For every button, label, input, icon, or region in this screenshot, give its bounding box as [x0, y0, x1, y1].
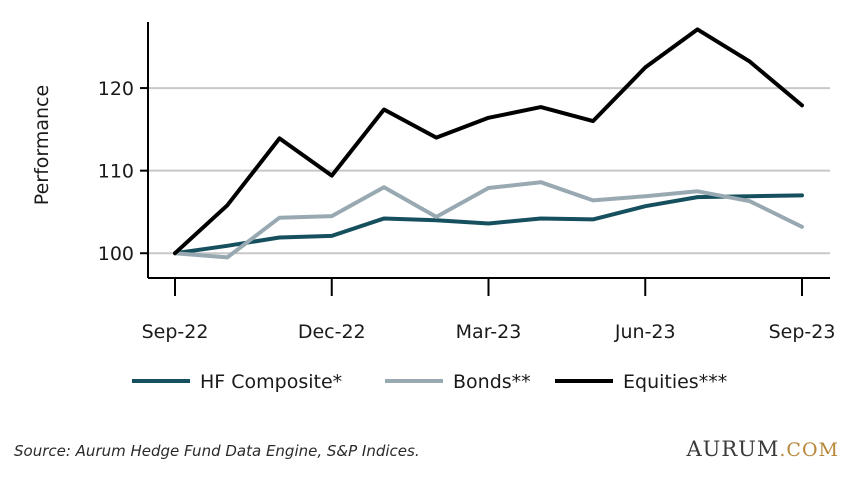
y-ticks: 100 110 120: [98, 78, 148, 265]
series-lines: [173, 27, 804, 260]
y-tick-label: 120: [98, 78, 134, 100]
legend: HF Composite* Bonds** Equities***: [132, 371, 727, 393]
legend-label: Equities***: [623, 371, 727, 393]
series-line-equities: [173, 27, 804, 256]
brand-main: AURUM: [686, 437, 780, 461]
brand-suffix: .COM: [779, 439, 839, 461]
y-tick-label: 100: [98, 243, 134, 265]
x-ticks: Sep-22 Dec-22 Mar-23 Jun-23 Sep-23: [142, 278, 836, 343]
x-tick-label: Mar-23: [456, 321, 522, 343]
x-tick-label: Sep-22: [142, 321, 209, 343]
legend-label: Bonds**: [453, 371, 531, 393]
source-note: Source: Aurum Hedge Fund Data Engine, S&…: [14, 442, 420, 460]
gridlines: [148, 87, 830, 255]
y-axis-title: Performance: [31, 85, 53, 205]
x-tick-label: Dec-22: [298, 321, 366, 343]
x-tick-label: Sep-23: [769, 321, 836, 343]
y-tick-label: 110: [98, 161, 134, 183]
x-tick-label: Jun-23: [614, 321, 676, 343]
legend-label: HF Composite*: [200, 371, 342, 393]
series-line-hf-composite: [173, 193, 804, 256]
series-line-bonds: [173, 180, 804, 260]
aurum-logo: AURUM.COM: [687, 437, 840, 461]
